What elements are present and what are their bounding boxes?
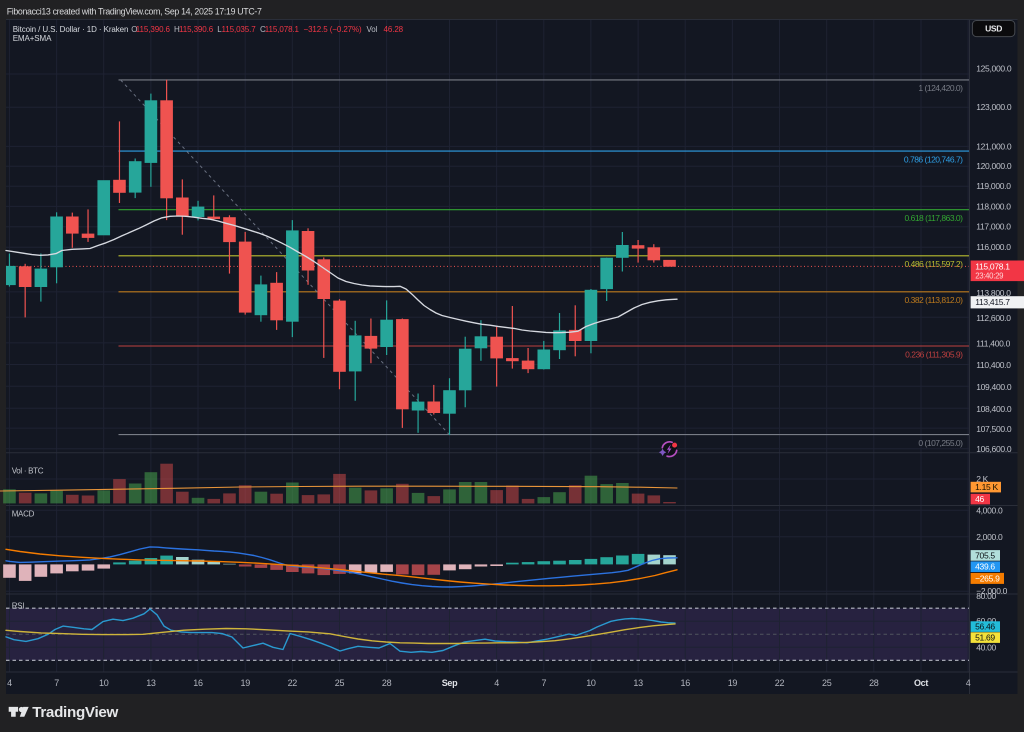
svg-text:16: 16 — [193, 678, 203, 688]
svg-text:115,078.1: 115,078.1 — [975, 262, 1010, 272]
svg-text:113,415.7: 113,415.7 — [975, 297, 1010, 307]
svg-text:2 K: 2 K — [976, 474, 988, 484]
svg-text:115,390.6: 115,390.6 — [136, 25, 171, 34]
svg-text:28: 28 — [382, 678, 392, 688]
svg-text:119,000.0: 119,000.0 — [976, 181, 1011, 191]
svg-text:0.382 (113,812.0): 0.382 (113,812.0) — [905, 295, 964, 305]
svg-text:4: 4 — [494, 678, 499, 688]
svg-text:2,000.0: 2,000.0 — [976, 532, 1003, 542]
svg-text:13: 13 — [633, 678, 643, 688]
svg-text:Vol · BTC: Vol · BTC — [12, 466, 44, 475]
svg-text:−312.5 (−0.27%): −312.5 (−0.27%) — [304, 25, 363, 34]
svg-text:115,078.1: 115,078.1 — [265, 25, 300, 34]
svg-text:109,400.0: 109,400.0 — [976, 382, 1012, 392]
svg-text:123,000.0: 123,000.0 — [976, 102, 1012, 112]
svg-text:Vol: Vol — [367, 25, 378, 34]
svg-text:108,400.0: 108,400.0 — [976, 404, 1012, 414]
svg-text:110,400.0: 110,400.0 — [976, 360, 1011, 370]
svg-text:111,400.0: 111,400.0 — [976, 339, 1010, 349]
svg-text:25: 25 — [335, 678, 345, 688]
svg-text:0.486 (115,597.2): 0.486 (115,597.2) — [905, 259, 964, 269]
svg-text:7: 7 — [54, 678, 59, 688]
svg-text:118,000.0: 118,000.0 — [976, 201, 1011, 211]
svg-text:−2,000.0: −2,000.0 — [976, 586, 1007, 596]
svg-text:H: H — [174, 25, 180, 34]
svg-text:13: 13 — [146, 678, 156, 688]
svg-text:60.00: 60.00 — [976, 616, 996, 626]
svg-text:1.15 K: 1.15 K — [975, 482, 998, 492]
svg-text:115,390.6: 115,390.6 — [179, 25, 214, 34]
svg-text:19: 19 — [240, 678, 250, 688]
svg-text:121,000.0: 121,000.0 — [976, 141, 1012, 151]
svg-text:Oct: Oct — [914, 678, 928, 688]
svg-text:22: 22 — [775, 678, 785, 688]
svg-text:16: 16 — [680, 678, 690, 688]
svg-text:439.6: 439.6 — [975, 562, 995, 572]
svg-text:23:40:29: 23:40:29 — [975, 272, 1003, 281]
svg-text:O: O — [131, 25, 137, 34]
svg-text:0 (107,255.0): 0 (107,255.0) — [918, 438, 963, 448]
svg-text:25: 25 — [822, 678, 832, 688]
svg-text:TradingView: TradingView — [32, 704, 118, 721]
svg-text:28: 28 — [869, 678, 879, 688]
svg-text:106,600.0: 106,600.0 — [976, 444, 1012, 454]
svg-text:1 (124,420.0): 1 (124,420.0) — [918, 83, 963, 93]
svg-text:51.69: 51.69 — [975, 633, 995, 643]
svg-text:705.5: 705.5 — [975, 550, 995, 560]
svg-text:−265.9: −265.9 — [975, 573, 1000, 583]
svg-text:46.28: 46.28 — [384, 25, 404, 34]
svg-text:113,800.0: 113,800.0 — [976, 288, 1011, 298]
svg-text:112,600.0: 112,600.0 — [976, 313, 1011, 323]
svg-text:46: 46 — [975, 494, 984, 504]
svg-text:C: C — [260, 25, 266, 34]
svg-text:0.618 (117,863.0): 0.618 (117,863.0) — [905, 213, 964, 223]
svg-text:4,000.0: 4,000.0 — [976, 505, 1003, 515]
svg-text:120,000.0: 120,000.0 — [976, 161, 1012, 171]
svg-text:116,000.0: 116,000.0 — [976, 242, 1011, 252]
svg-text:MACD: MACD — [12, 510, 35, 519]
svg-text:10: 10 — [99, 678, 109, 688]
svg-text:0.786 (120,746.7): 0.786 (120,746.7) — [904, 154, 963, 164]
svg-text:Fibonacci13 created with Tradi: Fibonacci13 created with TradingView.com… — [7, 6, 262, 16]
svg-text:Bitcoin / U.S. Dollar · 1D · K: Bitcoin / U.S. Dollar · 1D · Kraken — [13, 25, 129, 34]
svg-text:L: L — [217, 25, 222, 34]
svg-text:80.00: 80.00 — [976, 591, 996, 601]
svg-text:4: 4 — [966, 678, 971, 688]
svg-text:EMA+SMA: EMA+SMA — [13, 34, 52, 43]
svg-text:107,500.0: 107,500.0 — [976, 424, 1012, 434]
svg-text:22: 22 — [288, 678, 298, 688]
svg-text:56.46: 56.46 — [975, 622, 995, 632]
svg-text:RSI: RSI — [12, 601, 25, 610]
svg-text:117,000.0: 117,000.0 — [976, 222, 1011, 232]
svg-text:115,035.7: 115,035.7 — [222, 25, 257, 34]
svg-text:0.236 (111,305.9): 0.236 (111,305.9) — [905, 349, 963, 359]
svg-text:7: 7 — [541, 678, 546, 688]
svg-text:125,000.0: 125,000.0 — [976, 64, 1012, 74]
svg-text:4: 4 — [7, 678, 12, 688]
svg-text:19: 19 — [728, 678, 738, 688]
svg-text:Sep: Sep — [442, 678, 458, 688]
svg-text:USD: USD — [985, 23, 1002, 33]
svg-text:10: 10 — [586, 678, 596, 688]
svg-text:40.00: 40.00 — [976, 642, 996, 652]
